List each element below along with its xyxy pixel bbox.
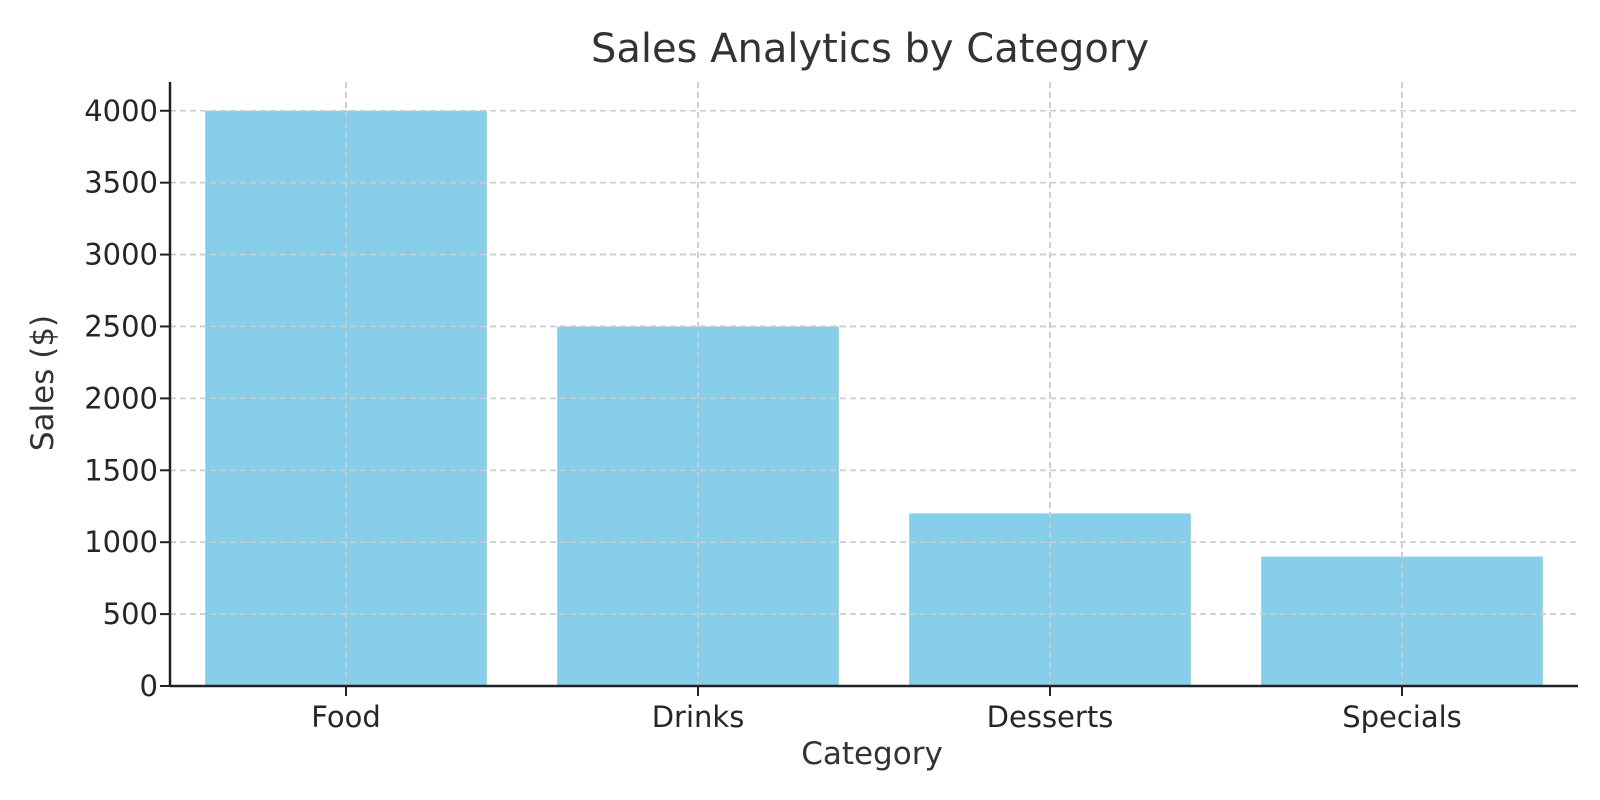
- x-tick-label: Desserts: [987, 700, 1114, 734]
- y-tick-label: 2000: [84, 381, 158, 415]
- x-tick-label: Food: [311, 700, 381, 734]
- y-tick-label: 1500: [84, 453, 158, 487]
- tick-labels: 0 500 1000 1500 2000 2500 3000 3500 4000 Food Drin…: [84, 94, 1462, 734]
- y-tick-label: 3500: [84, 166, 158, 200]
- x-tick-label: Drinks: [652, 700, 745, 734]
- y-tick-label: 500: [103, 597, 158, 631]
- chart-title: Sales Analytics by Category: [591, 26, 1149, 72]
- x-axis-label: Category: [801, 736, 943, 772]
- axes: [160, 82, 1578, 696]
- y-tick-label: 3000: [84, 238, 158, 272]
- x-tick-label: Specials: [1342, 700, 1462, 734]
- bars: [170, 82, 1578, 686]
- y-tick-label: 1000: [84, 525, 158, 559]
- y-tick-label: 0: [140, 669, 158, 703]
- y-axis-label: Sales ($): [25, 315, 61, 451]
- bar-desserts: [909, 513, 1191, 686]
- y-tick-label: 4000: [84, 94, 158, 128]
- y-tick-label: 2500: [84, 309, 158, 343]
